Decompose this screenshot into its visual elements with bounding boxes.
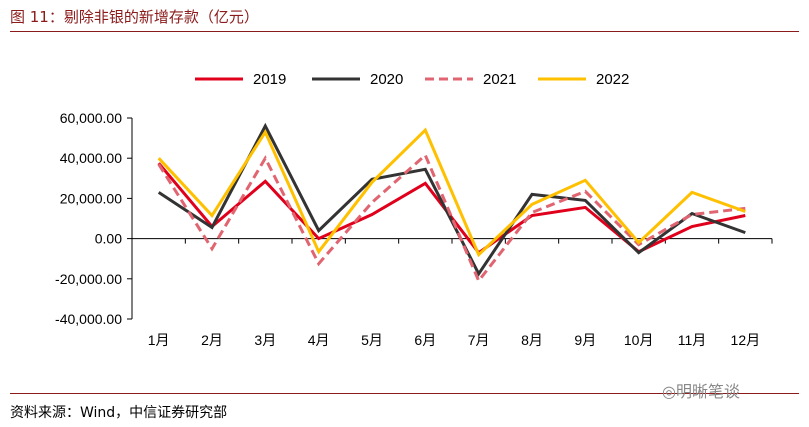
- legend-label-2021: 2021: [483, 71, 516, 88]
- x-tick-label: 5月: [361, 332, 383, 348]
- x-tick-label: 11月: [678, 332, 707, 348]
- y-tick-label: -40,000.00: [55, 311, 122, 327]
- series-line-2021: [157, 152, 746, 284]
- x-tick-label: 9月: [574, 332, 596, 348]
- bottom-divider: [10, 393, 799, 394]
- source-note: 资料来源：Wind，中信证券研究部: [10, 405, 228, 421]
- x-tick-label: 8月: [521, 332, 543, 348]
- x-tick-label: 6月: [414, 332, 436, 348]
- legend-label-2022: 2022: [596, 71, 629, 88]
- legend-label-2020: 2020: [370, 71, 403, 88]
- y-tick-label: 60,000.00: [60, 110, 122, 126]
- top-divider: [10, 31, 799, 32]
- x-tick-label: 10月: [624, 332, 654, 348]
- watermark-text: 明晰笔谈: [675, 382, 740, 401]
- wechat-icon: ◎: [662, 382, 676, 401]
- y-tick-label: 20,000.00: [60, 190, 122, 206]
- figure-title: 图 11：剔除非银的新增存款（亿元）: [10, 8, 259, 26]
- legend-label-2019: 2019: [253, 71, 286, 88]
- x-tick-label: 1月: [148, 332, 170, 348]
- y-tick-label: -20,000.00: [55, 271, 122, 287]
- x-tick-label: 4月: [308, 332, 330, 348]
- x-tick-label: 7月: [468, 332, 490, 348]
- series-line-2022: [157, 127, 746, 258]
- series-line-2020: [157, 122, 746, 277]
- y-tick-label: 0.00: [95, 231, 122, 247]
- y-tick-label: 40,000.00: [60, 150, 122, 166]
- x-tick-label: 3月: [254, 332, 276, 348]
- x-tick-label: 2月: [201, 332, 223, 348]
- watermark: ◎明晰笔谈: [662, 378, 740, 402]
- x-tick-label: 12月: [731, 332, 761, 348]
